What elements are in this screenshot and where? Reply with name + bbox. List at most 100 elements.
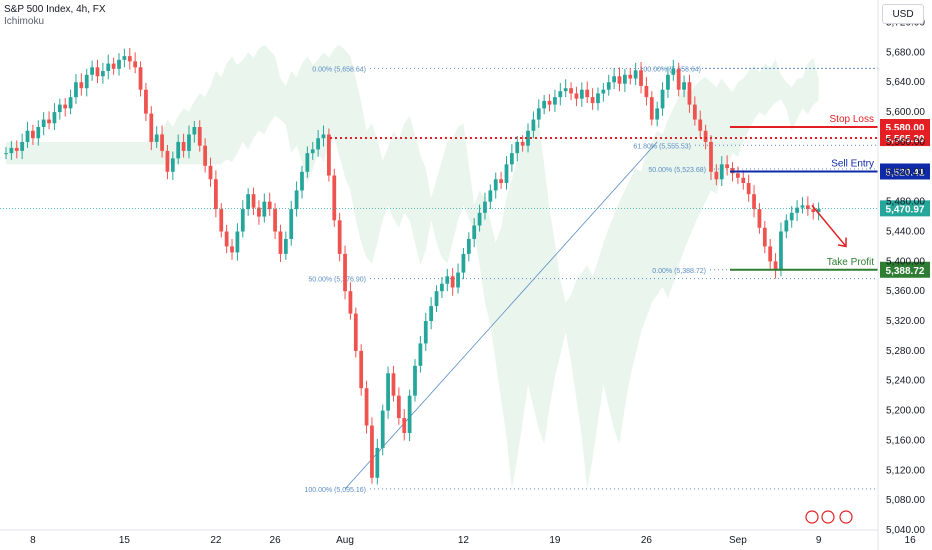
price-tag-label: 5,565.20 xyxy=(886,134,925,145)
candle-body xyxy=(666,74,670,90)
fib-label: 0.00% (5,658.64) xyxy=(312,66,366,73)
event-flag-icon[interactable] xyxy=(839,510,853,524)
price-tick-label: 5,320.00 xyxy=(886,316,925,327)
price-tick-label: 5,040.00 xyxy=(886,525,925,536)
candle-body xyxy=(36,127,41,139)
candle-body xyxy=(612,76,617,83)
candle-body xyxy=(504,164,509,183)
time-tick-label: 26 xyxy=(641,535,653,546)
candle-body xyxy=(461,253,466,273)
candle-body xyxy=(187,134,191,151)
candle-body xyxy=(332,175,337,221)
candle-body xyxy=(762,227,767,247)
candle-body xyxy=(703,130,708,142)
candle-body xyxy=(63,104,68,109)
price-tick-label: 5,360.00 xyxy=(886,286,925,297)
candle-body xyxy=(213,179,218,210)
candle-body xyxy=(633,70,638,79)
candle-body xyxy=(224,231,229,247)
candle-body xyxy=(789,212,794,221)
candle-body xyxy=(698,119,703,131)
candle-body xyxy=(117,59,121,69)
candle-body xyxy=(305,153,310,172)
candle-body xyxy=(208,165,213,180)
candle-body xyxy=(14,147,19,151)
candle-body xyxy=(79,82,84,89)
price-tick-label: 5,240.00 xyxy=(886,376,925,387)
time-tick-label: 22 xyxy=(210,535,222,546)
candle-body xyxy=(445,276,450,284)
candle-body xyxy=(391,373,396,396)
price-tag-label: 5,520.41 xyxy=(886,167,925,178)
candle-body xyxy=(488,190,493,202)
price-tag xyxy=(880,163,930,180)
candle-body xyxy=(289,209,294,239)
candle-body xyxy=(536,108,541,120)
candle-body xyxy=(639,70,643,86)
candle-body xyxy=(423,321,428,344)
candle-body xyxy=(95,67,100,77)
candle-body xyxy=(273,209,277,232)
time-axis[interactable]: 8 15 22 26 Aug 12 19 26 Sep 9 16 xyxy=(0,529,916,546)
candle-body xyxy=(4,153,8,155)
candle-body xyxy=(569,88,573,94)
candle-body xyxy=(337,220,342,254)
candle-body xyxy=(547,100,552,105)
candle-body xyxy=(20,141,25,151)
candle-body xyxy=(386,373,390,411)
candle-body xyxy=(278,231,283,254)
price-tick-label: 5,400.00 xyxy=(886,256,925,267)
candle-body xyxy=(396,395,401,419)
candle-body xyxy=(579,89,584,99)
currency-button[interactable]: USD xyxy=(882,4,924,24)
event-flag-icon[interactable] xyxy=(821,510,835,524)
candle-body xyxy=(617,76,622,84)
time-tick-label: 8 xyxy=(30,535,36,546)
candle-body xyxy=(553,97,557,105)
fib-levels: 0.00% (5,658.64) 100.00% (5,658.64) 61.80%… xyxy=(305,66,878,494)
candle-body xyxy=(68,97,73,109)
candle-body xyxy=(106,63,111,72)
candle-body xyxy=(682,82,686,90)
candle-body xyxy=(230,246,234,253)
level-name: Take Profit xyxy=(827,257,874,268)
candle-body xyxy=(531,119,536,131)
fib-label: 50.00% (5,376.90) xyxy=(308,277,366,284)
candle-body xyxy=(41,119,46,128)
trend-line xyxy=(344,141,658,490)
candle-body xyxy=(316,138,321,150)
candle-body xyxy=(649,97,654,120)
candle-body xyxy=(407,395,412,433)
arrow-head xyxy=(837,237,847,248)
candle-body xyxy=(235,231,240,253)
candle-body xyxy=(520,141,525,146)
indicator-label[interactable]: Ichimoku xyxy=(4,16,45,27)
candle-body xyxy=(714,171,719,180)
price-tag-label: 5,580.00 xyxy=(886,123,925,134)
fib-label: 50.00% (5,523.68) xyxy=(648,167,706,174)
time-tick-label: Aug xyxy=(336,535,354,546)
candle-body xyxy=(294,190,299,210)
candle-body xyxy=(246,194,251,210)
annotations xyxy=(805,204,853,524)
candle-body xyxy=(165,150,170,172)
level-name: Stop Loss xyxy=(830,114,874,125)
time-tick-label: 9 xyxy=(816,535,822,546)
candle-body xyxy=(84,74,89,89)
candle-body xyxy=(429,306,434,322)
candle-body xyxy=(811,209,816,213)
price-tick-label: 5,480.00 xyxy=(886,197,925,208)
candle-body xyxy=(31,130,35,139)
candle-body xyxy=(483,201,487,213)
candle-body xyxy=(154,134,159,142)
candles xyxy=(4,47,821,485)
candle-body xyxy=(644,85,649,98)
event-flag-icon[interactable] xyxy=(805,510,819,524)
price-tick-label: 5,280.00 xyxy=(886,346,925,357)
time-tick-label: 15 xyxy=(119,535,131,546)
candle-body xyxy=(622,74,627,84)
fib-label: 61.80% (5,555.53) xyxy=(633,143,691,150)
candle-body xyxy=(181,141,186,151)
candle-body xyxy=(725,164,730,169)
